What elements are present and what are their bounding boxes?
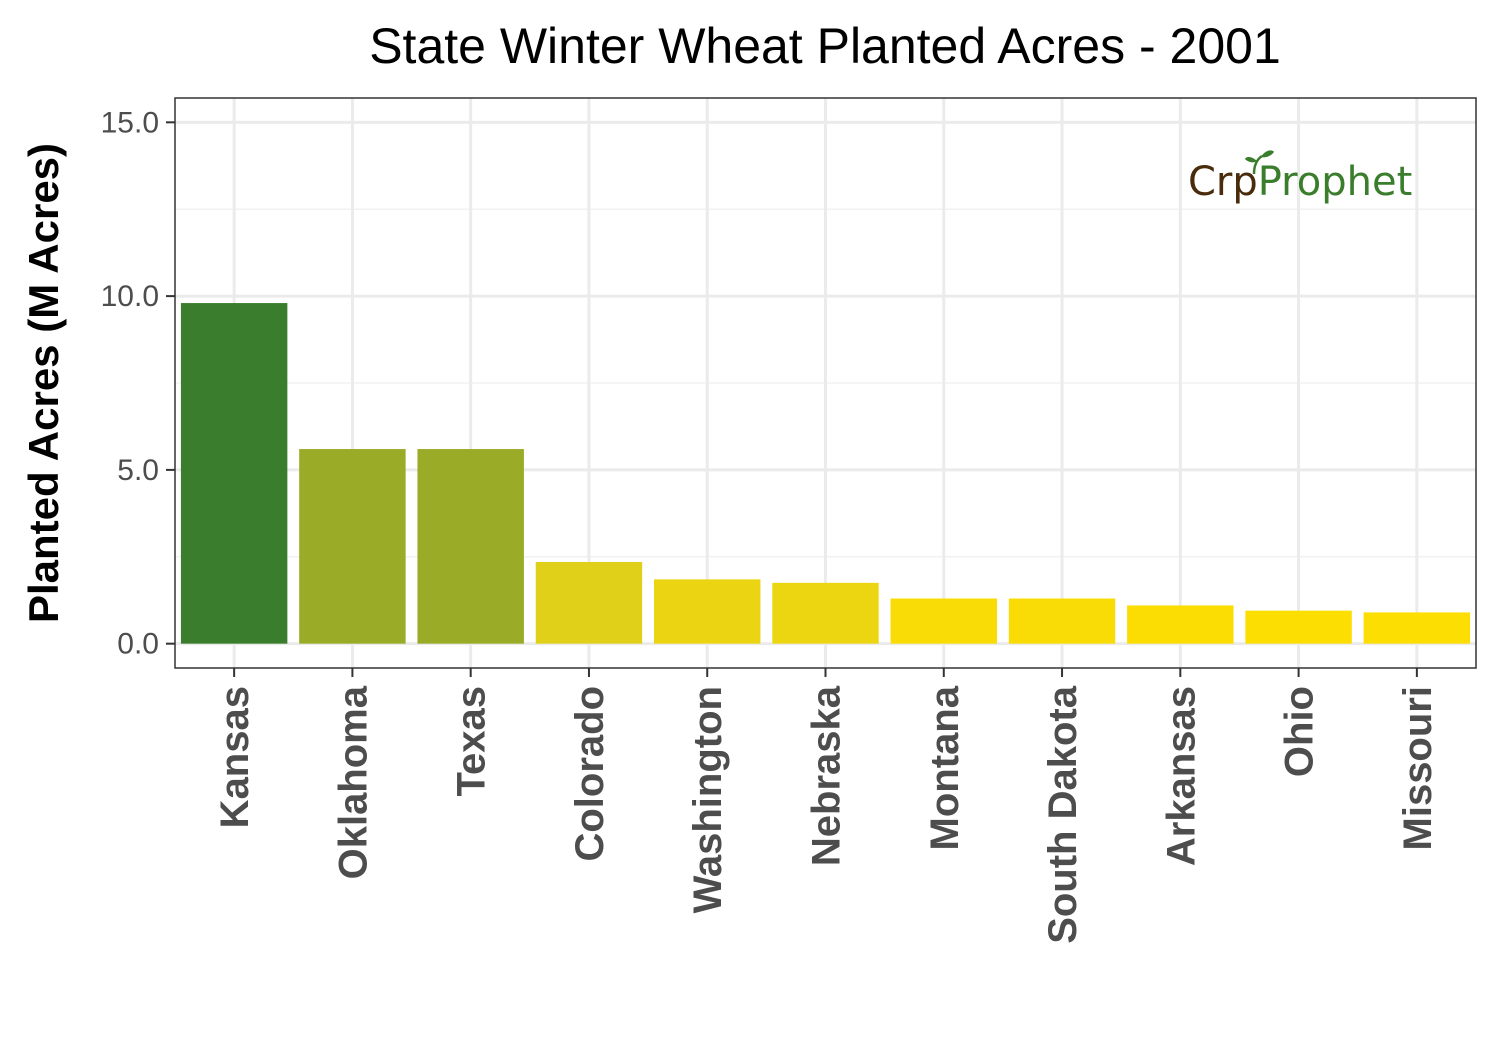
logo-text-cr: Cr — [1188, 159, 1233, 205]
x-tick-label: Kansas — [213, 686, 257, 828]
chart-title: State Winter Wheat Planted Acres - 2001 — [369, 18, 1281, 74]
x-tick-label: Montana — [923, 685, 967, 850]
bar-texas — [417, 449, 524, 644]
x-tick-label: Arkansas — [1159, 686, 1203, 866]
y-axis-title: Planted Acres (M Acres) — [20, 143, 67, 623]
x-tick-label: Ohio — [1278, 686, 1322, 777]
bar-arkansas — [1127, 605, 1234, 644]
bars — [180, 303, 1471, 644]
bar-nebraska — [772, 582, 879, 644]
sprout-icon — [1245, 150, 1274, 175]
bar-washington — [654, 579, 761, 644]
y-tick-label: 10.0 — [101, 280, 159, 313]
x-tick-label: Missouri — [1396, 686, 1440, 850]
x-axis: Kansas Oklahoma Texas Colorado Washington Neb… — [213, 668, 1440, 944]
bar-kansas — [180, 303, 288, 644]
bar-montana — [890, 598, 997, 644]
bar-south-dakota — [1008, 598, 1116, 644]
logo-text: CrpProphet — [1188, 159, 1412, 205]
cropprophet-logo: CrpProphet — [1188, 150, 1412, 205]
x-tick-label: South Dakota — [1041, 685, 1085, 944]
bar-oklahoma — [299, 449, 406, 644]
bar-ohio — [1245, 610, 1352, 644]
bar-missouri — [1363, 612, 1471, 644]
x-tick-label: Colorado — [568, 686, 612, 862]
logo-text-prophet: Prophet — [1258, 159, 1413, 205]
bar-colorado — [535, 561, 643, 644]
y-axis: 0.0 5.0 10.0 15.0 — [101, 106, 175, 661]
x-tick-label: Oklahoma — [331, 685, 375, 879]
y-tick-label: 5.0 — [117, 454, 159, 487]
y-tick-label: 15.0 — [101, 106, 159, 139]
x-tick-label: Washington — [686, 686, 730, 913]
x-tick-label: Nebraska — [805, 685, 849, 866]
x-tick-label: Texas — [450, 686, 494, 796]
y-tick-label: 0.0 — [117, 628, 159, 661]
